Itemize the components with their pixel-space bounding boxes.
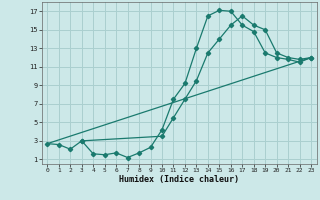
X-axis label: Humidex (Indice chaleur): Humidex (Indice chaleur) [119,175,239,184]
